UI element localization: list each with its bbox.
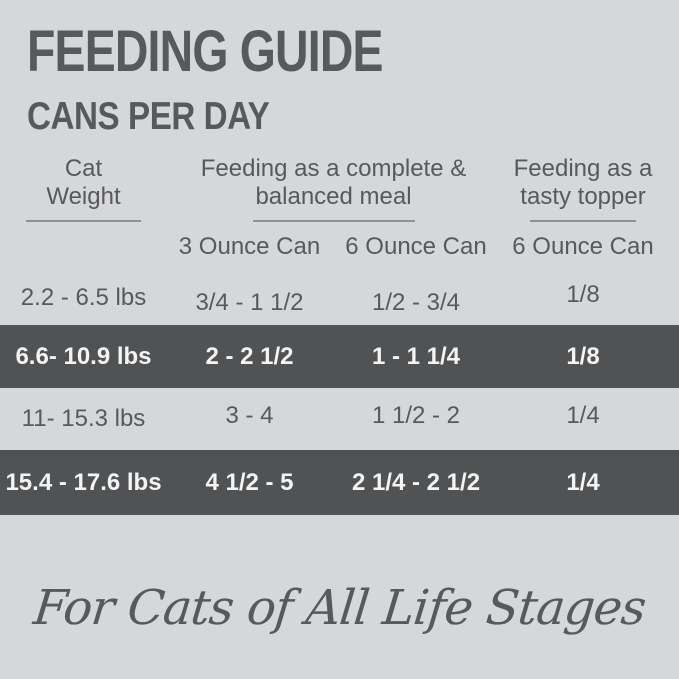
table-subheader: 3 Ounce Can 6 Ounce Can 6 Ounce Can xyxy=(0,234,666,260)
table-header: Cat Weight Feeding as a complete & balan… xyxy=(0,155,666,222)
column-header-line: tasty topper xyxy=(520,183,646,210)
table-body: 2.2 - 6.5 lbs 3/4 - 1 1/2 1/2 - 3/4 1/8 … xyxy=(0,270,679,515)
value-cell-6oz: 2 1/4 - 2 1/2 xyxy=(351,468,481,496)
table-row: 2.2 - 6.5 lbs 3/4 - 1 1/2 1/2 - 3/4 1/8 xyxy=(0,270,666,325)
page-subtitle: CANS PER DAY xyxy=(27,95,270,138)
value-cell-3oz: 2 - 2 1/2 xyxy=(205,342,294,370)
value-cell-topper: 1/4 xyxy=(566,402,600,429)
column-header-line: Cat xyxy=(64,155,103,182)
header-underline xyxy=(26,220,141,222)
value-cell-3oz: 4 1/2 - 5 xyxy=(205,468,294,496)
value-cell-topper: 1/8 xyxy=(566,280,600,308)
weight-cell: 11- 15.3 lbs xyxy=(21,405,146,432)
value-cell-6oz: 1/2 - 3/4 xyxy=(371,288,461,316)
subheader-spacer xyxy=(0,234,167,260)
value-cell-topper: 1/8 xyxy=(566,342,600,370)
header-underline xyxy=(252,220,415,222)
weight-cell: 2.2 - 6.5 lbs xyxy=(20,283,147,311)
table-row-highlighted: 15.4 - 17.6 lbs 4 1/2 - 5 2 1/4 - 2 1/2 … xyxy=(0,450,679,515)
subheader-6oz-topper-can: 6 Ounce Can xyxy=(512,233,654,260)
table-row-highlighted: 6.6- 10.9 lbs 2 - 2 1/2 1 - 1 1/4 1/8 xyxy=(0,325,679,388)
value-cell-6oz: 1 - 1 1/4 xyxy=(371,342,461,370)
column-header-line: Feeding as a complete & xyxy=(200,155,467,182)
header-underline xyxy=(530,220,636,222)
column-header-complete-meal: Feeding as a complete & balanced meal xyxy=(167,155,500,222)
weight-cell: 15.4 - 17.6 lbs xyxy=(5,468,162,496)
column-header-tasty-topper: Feeding as a tasty topper xyxy=(500,155,666,222)
column-header-cat-weight: Cat Weight xyxy=(0,155,167,222)
subheader-3oz-can: 3 Ounce Can xyxy=(178,233,321,260)
page-title: FEEDING GUIDE xyxy=(27,19,383,84)
subheader-6oz-can: 6 Ounce Can xyxy=(345,233,487,260)
value-cell-3oz: 3 - 4 xyxy=(225,402,274,429)
column-header-line: balanced meal xyxy=(255,183,412,210)
column-header-line: Feeding as a xyxy=(513,155,653,182)
value-cell-topper: 1/4 xyxy=(566,468,600,496)
table-row: 11- 15.3 lbs 3 - 4 1 1/2 - 2 1/4 xyxy=(0,388,666,450)
weight-cell: 6.6- 10.9 lbs xyxy=(15,342,152,370)
tagline-script-text: For Cats of All Life Stages xyxy=(31,580,648,636)
column-header-line: Weight xyxy=(46,183,121,210)
value-cell-3oz: 3/4 - 1 1/2 xyxy=(195,288,304,316)
value-cell-6oz: 1 1/2 - 2 xyxy=(371,402,461,429)
